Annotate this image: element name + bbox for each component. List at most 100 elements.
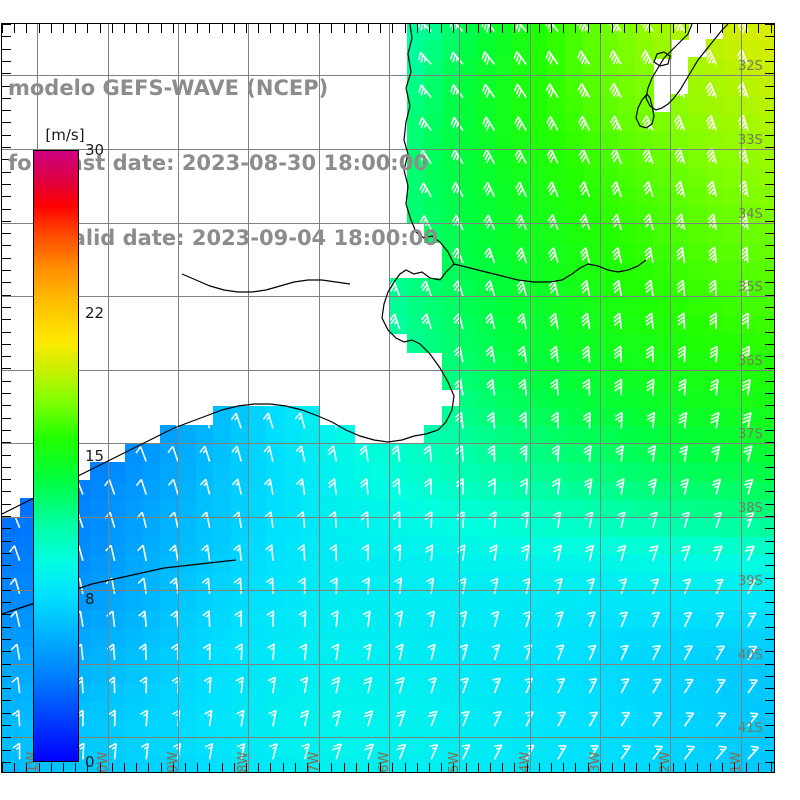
wind-barb xyxy=(138,610,147,627)
axis-tick xyxy=(2,737,11,739)
wind-barb xyxy=(743,445,753,462)
wind-speed-cell xyxy=(336,755,356,772)
wind-speed-cell xyxy=(336,516,356,537)
wind-barb xyxy=(709,378,719,396)
axis-tick xyxy=(765,627,774,629)
wind-barb xyxy=(610,148,622,164)
wind-barb xyxy=(361,544,370,561)
axis-tick xyxy=(765,307,774,309)
wind-barb xyxy=(741,378,751,396)
axis-tick xyxy=(765,295,774,297)
wind-speed-cell xyxy=(371,571,391,592)
wind-barb xyxy=(135,478,147,495)
wind-speed-cell xyxy=(265,553,285,574)
axis-tick xyxy=(765,24,774,26)
gridline-latitude xyxy=(2,664,774,665)
wind-speed-cell xyxy=(283,718,303,739)
wind-speed-cell xyxy=(353,626,373,647)
axis-tick xyxy=(771,763,773,772)
wind-speed-cell xyxy=(301,755,321,772)
axis-tick xyxy=(2,467,11,469)
wind-speed-cell xyxy=(424,737,444,758)
axis-tick xyxy=(466,763,468,772)
wind-barb xyxy=(615,444,624,462)
wind-barb xyxy=(105,544,116,561)
axis-tick xyxy=(2,676,11,678)
wind-barb xyxy=(458,577,467,595)
wind-barb xyxy=(267,676,276,694)
axis-tick xyxy=(765,184,774,186)
wind-barb xyxy=(515,181,527,198)
wind-speed-cell xyxy=(89,626,109,647)
wind-barb xyxy=(295,478,306,495)
axis-tick xyxy=(2,479,11,481)
axis-tick xyxy=(765,565,774,567)
wind-barb xyxy=(714,578,724,595)
wind-speed-cell xyxy=(283,553,303,574)
wind-speed-cell xyxy=(283,737,303,758)
axis-tick xyxy=(2,590,11,592)
wind-speed-cell xyxy=(389,553,408,574)
axis-tick xyxy=(710,24,712,33)
wind-speed-cell xyxy=(318,737,338,758)
colorbar-gradient xyxy=(33,150,79,762)
wind-speed-cell xyxy=(406,553,426,574)
wind-barb xyxy=(677,378,687,396)
wind-barb xyxy=(493,744,503,760)
axis-tick xyxy=(746,24,748,33)
axis-tick xyxy=(765,221,774,223)
wind-barb xyxy=(546,181,559,198)
wind-barb xyxy=(364,743,375,760)
longitude-label: 55W xyxy=(447,751,462,773)
axis-tick xyxy=(2,455,11,457)
wind-barb xyxy=(712,511,723,528)
wind-barb xyxy=(297,544,306,561)
axis-tick xyxy=(765,135,774,137)
wind-speed-cell xyxy=(125,645,145,666)
wind-barb xyxy=(297,577,306,594)
axis-tick xyxy=(765,602,774,604)
axis-tick xyxy=(185,763,187,772)
wind-speed-cell xyxy=(125,663,145,684)
wind-speed-cell xyxy=(406,590,426,611)
wind-barb xyxy=(643,246,654,264)
axis-tick xyxy=(490,24,492,33)
wind-speed-cell xyxy=(2,626,21,647)
axis-tick xyxy=(624,24,626,33)
axis-tick xyxy=(661,24,663,33)
gridline-longitude xyxy=(670,24,671,772)
wind-speed-cell xyxy=(248,737,268,758)
wind-speed-cell xyxy=(389,516,408,537)
axis-tick xyxy=(2,762,11,764)
axis-tick xyxy=(2,565,11,567)
map-plot-area[interactable]: 61W60W59W58W57W56W55W54W53W52W51W32S33S3… xyxy=(1,23,775,773)
wind-speed-cell xyxy=(371,626,391,647)
wind-speed-cell xyxy=(213,645,233,666)
wind-speed-cell xyxy=(177,626,197,647)
wind-speed-cell xyxy=(283,700,303,721)
wind-barb xyxy=(202,643,211,661)
wind-speed-cell xyxy=(424,663,444,684)
axis-tick xyxy=(2,393,11,395)
wind-speed-cell xyxy=(177,718,197,739)
wind-barb xyxy=(711,445,721,462)
axis-tick xyxy=(258,763,260,772)
wind-speed-cell xyxy=(248,535,268,556)
wind-speed-cell xyxy=(142,755,162,772)
wind-barb xyxy=(708,279,717,297)
wind-barb xyxy=(231,445,242,462)
wind-barb xyxy=(492,677,502,694)
wind-speed-cell xyxy=(89,755,109,772)
wind-speed-cell xyxy=(371,737,391,758)
wind-barb xyxy=(425,544,434,561)
axis-tick xyxy=(765,664,774,666)
axis-tick xyxy=(2,651,11,653)
axis-tick xyxy=(527,763,529,772)
axis-tick xyxy=(722,763,724,772)
wind-barb xyxy=(486,411,496,429)
wind-speed-cell xyxy=(336,535,356,556)
axis-tick xyxy=(765,61,774,63)
wind-speed-cell xyxy=(283,755,303,772)
axis-tick xyxy=(502,763,504,772)
wind-barb xyxy=(580,279,591,297)
